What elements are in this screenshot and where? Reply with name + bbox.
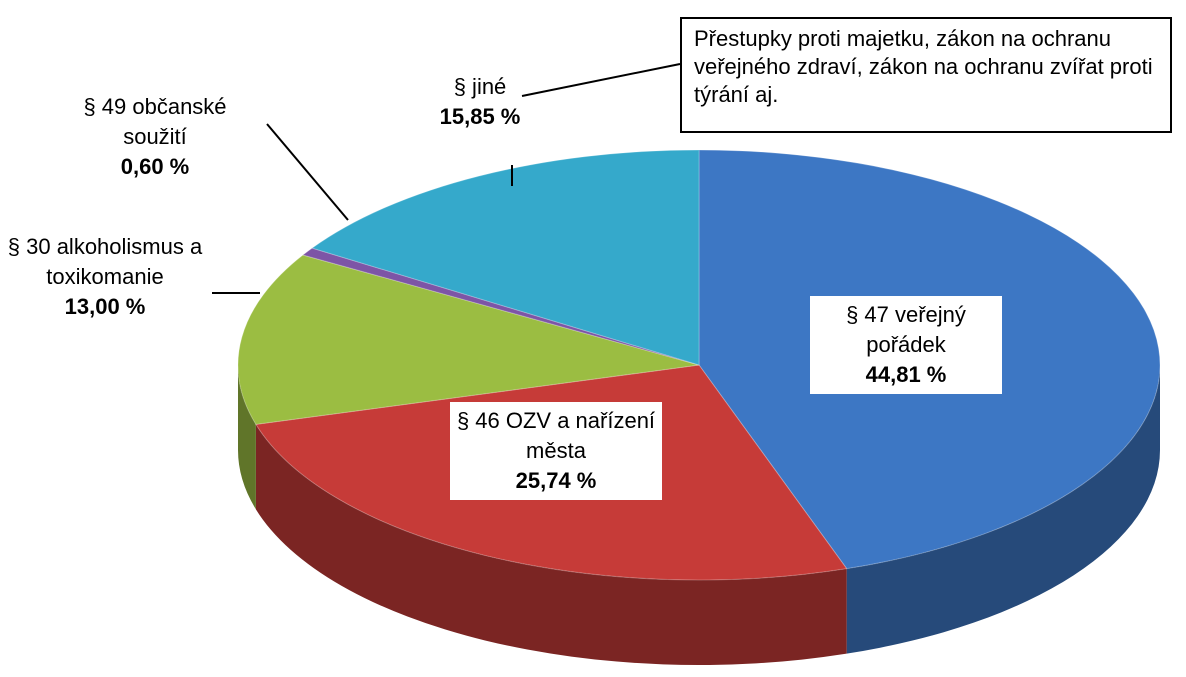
slice-label: § jiné 15,85 % xyxy=(420,72,540,132)
pie-slice xyxy=(237,254,700,425)
pie xyxy=(237,149,1161,665)
value-label: 0,60 % xyxy=(120,154,190,179)
value-label: 15,85 % xyxy=(439,104,521,129)
pie-side xyxy=(255,424,847,665)
pie-slice xyxy=(301,247,700,366)
annotation: Přestupky proti majetku, zákon na ochran… xyxy=(680,17,1172,133)
category-label: § 46 OZV a nařízení města xyxy=(456,408,656,463)
pie-layer xyxy=(237,149,1161,581)
value-label: 25,74 % xyxy=(515,468,597,493)
pie-side xyxy=(846,365,1160,654)
pie-slice xyxy=(310,149,700,366)
leader-line xyxy=(266,123,349,221)
value-label: 13,00 % xyxy=(64,294,146,319)
leader-line xyxy=(521,63,681,97)
slice-label: § 46 OZV a nařízení města 25,74 % xyxy=(450,402,662,500)
value-label: 44,81 % xyxy=(865,362,947,387)
slice-label: § 47 veřejný pořádek 44,81 % xyxy=(810,296,1002,394)
category-label: § 49 občanské soužití xyxy=(83,94,227,149)
category-label: § 30 alkoholismus a toxikomanie xyxy=(7,234,203,289)
slice-label: § 49 občanské soužití 0,60 % xyxy=(68,92,243,182)
slice-label: § 30 alkoholismus a toxikomanie 13,00 % xyxy=(0,232,210,322)
pie-layer xyxy=(238,365,1160,665)
category-label: § jiné xyxy=(453,74,507,99)
category-label: § 47 veřejný pořádek xyxy=(846,302,966,357)
pie-side xyxy=(238,365,256,510)
